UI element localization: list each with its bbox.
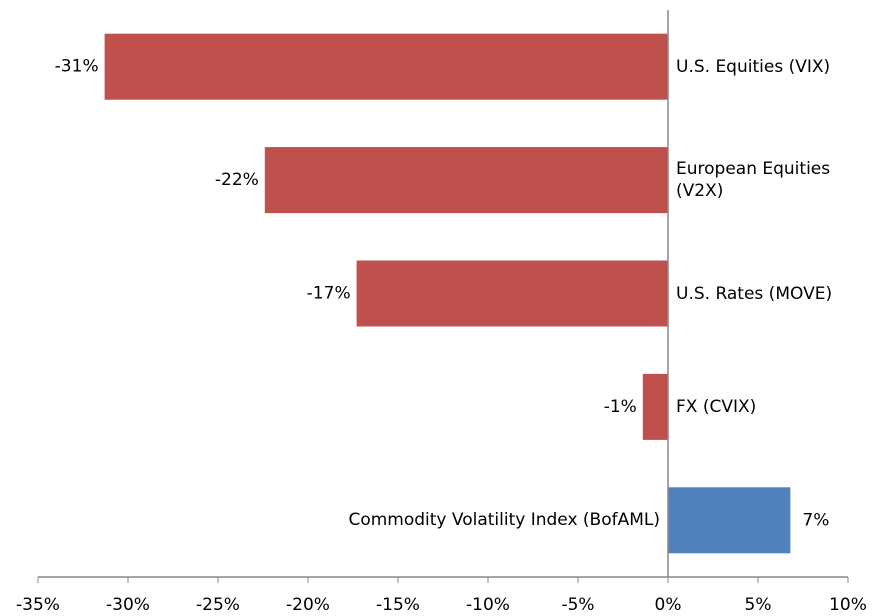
category-label: U.S. Equities (VIX)	[676, 56, 831, 77]
bar	[668, 487, 791, 554]
value-label: 7%	[802, 510, 829, 530]
x-tick-label: 0%	[655, 595, 682, 615]
x-tick-label: -25%	[196, 595, 240, 615]
x-tick-label: -35%	[16, 595, 60, 615]
value-label: -22%	[215, 170, 259, 190]
x-tick-label: -5%	[561, 595, 594, 615]
x-tick-label: -20%	[286, 595, 330, 615]
x-tick-label: -30%	[106, 595, 150, 615]
bar	[642, 373, 668, 440]
x-tick-label: -15%	[376, 595, 420, 615]
x-tick-label: 10%	[829, 595, 867, 615]
value-label: -17%	[307, 284, 351, 304]
category-label: FX (CVIX)	[676, 396, 757, 417]
value-label: -1%	[604, 397, 637, 417]
x-tick-label: 5%	[745, 595, 772, 615]
bar	[356, 260, 668, 327]
category-label: European Equities (V2X)	[676, 159, 831, 202]
category-label: U.S. Rates (MOVE)	[676, 283, 833, 304]
bar	[104, 33, 669, 100]
x-tick-label: -10%	[466, 595, 510, 615]
value-label: -31%	[55, 57, 99, 77]
bar	[264, 147, 668, 214]
category-label: Commodity Volatility Index (BofAML)	[348, 510, 660, 531]
